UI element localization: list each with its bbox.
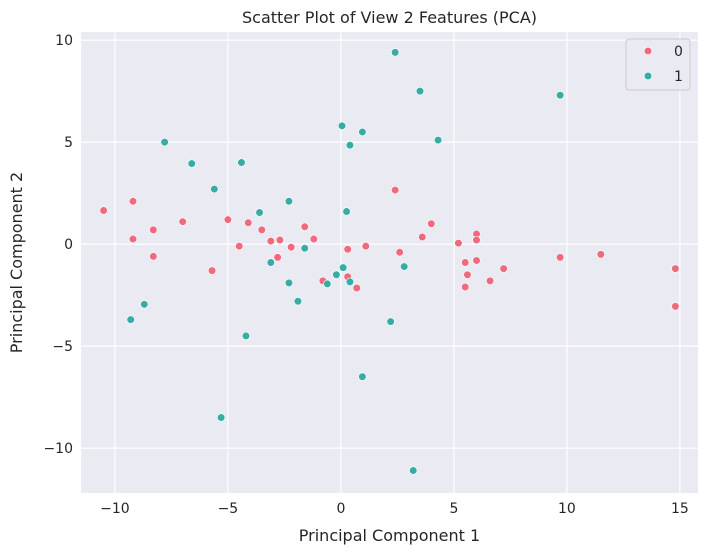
x-tick-label: 0 bbox=[336, 501, 345, 517]
point-class-1 bbox=[210, 184, 219, 194]
point-class-0 bbox=[273, 253, 282, 262]
point-class-0 bbox=[149, 252, 158, 261]
point-class-0 bbox=[472, 256, 481, 265]
point-class-1 bbox=[160, 138, 169, 147]
point-class-1 bbox=[300, 244, 309, 253]
point-class-0 bbox=[596, 250, 605, 259]
point-class-1 bbox=[284, 197, 294, 206]
point-class-0 bbox=[99, 206, 108, 215]
y-tick-label: 10 bbox=[55, 33, 73, 49]
point-class-0 bbox=[461, 258, 470, 267]
legend-label-1: 1 bbox=[674, 69, 683, 85]
legend-label-0: 0 bbox=[674, 44, 683, 60]
y-axis-title: Principal Component 2 bbox=[7, 172, 26, 353]
point-class-1 bbox=[323, 279, 332, 289]
point-class-1 bbox=[126, 315, 135, 324]
point-class-0 bbox=[671, 302, 680, 311]
legend-marker-0 bbox=[643, 46, 653, 56]
point-class-0 bbox=[223, 215, 233, 224]
point-class-0 bbox=[671, 264, 680, 273]
data-points bbox=[99, 48, 680, 475]
point-class-0 bbox=[461, 282, 470, 292]
point-class-0 bbox=[499, 264, 508, 273]
point-class-1 bbox=[255, 208, 264, 217]
point-class-0 bbox=[235, 242, 244, 251]
point-class-1 bbox=[400, 262, 409, 271]
plot-background bbox=[81, 32, 698, 493]
point-class-1 bbox=[556, 91, 565, 100]
point-class-0 bbox=[128, 197, 138, 206]
x-axis-title: Principal Component 1 bbox=[299, 526, 480, 545]
point-class-0 bbox=[244, 218, 253, 227]
y-axis-ticks: −10 −5 0 5 10 bbox=[43, 33, 73, 457]
point-class-1 bbox=[332, 270, 341, 279]
point-class-1 bbox=[187, 159, 196, 168]
point-class-1 bbox=[217, 413, 226, 422]
point-class-0 bbox=[343, 245, 352, 254]
point-class-1 bbox=[358, 127, 367, 137]
chart-title: Scatter Plot of View 2 Features (PCA) bbox=[242, 8, 537, 27]
point-class-0 bbox=[427, 219, 436, 228]
point-class-0 bbox=[454, 239, 463, 248]
point-class-1 bbox=[337, 121, 347, 130]
point-class-1 bbox=[284, 278, 294, 287]
point-class-0 bbox=[463, 270, 472, 279]
point-class-1 bbox=[345, 141, 355, 150]
point-class-1 bbox=[241, 331, 251, 341]
y-tick-label: 0 bbox=[64, 237, 73, 253]
point-class-0 bbox=[556, 253, 565, 262]
x-tick-label: 10 bbox=[558, 501, 576, 517]
point-class-0 bbox=[300, 222, 309, 231]
point-class-0 bbox=[257, 225, 266, 234]
legend-marker-1 bbox=[643, 71, 653, 81]
point-class-0 bbox=[309, 234, 318, 244]
y-tick-label: 5 bbox=[64, 135, 73, 151]
point-class-1 bbox=[386, 317, 395, 326]
point-class-0 bbox=[472, 235, 481, 245]
point-class-1 bbox=[409, 466, 418, 475]
point-class-1 bbox=[345, 277, 355, 286]
y-tick-label: −10 bbox=[43, 441, 73, 457]
point-class-1 bbox=[342, 207, 351, 216]
point-class-1 bbox=[391, 48, 400, 57]
point-class-0 bbox=[485, 276, 495, 285]
legend-box bbox=[625, 38, 691, 91]
y-tick-label: −5 bbox=[52, 339, 73, 355]
x-tick-label: 5 bbox=[449, 501, 458, 517]
point-class-0 bbox=[266, 236, 275, 246]
point-class-0 bbox=[395, 248, 404, 257]
point-class-1 bbox=[415, 87, 425, 96]
point-class-0 bbox=[207, 266, 217, 275]
point-class-0 bbox=[149, 225, 158, 234]
point-class-1 bbox=[293, 297, 303, 306]
point-class-1 bbox=[339, 263, 348, 272]
legend: 0 1 bbox=[625, 38, 691, 91]
point-class-0 bbox=[128, 234, 138, 244]
point-class-1 bbox=[358, 372, 367, 381]
x-tick-label: −5 bbox=[218, 501, 239, 517]
point-class-1 bbox=[433, 136, 443, 145]
point-class-1 bbox=[140, 300, 149, 309]
point-class-0 bbox=[178, 217, 187, 226]
point-class-0 bbox=[275, 235, 284, 245]
x-axis-ticks: −10 −5 0 5 10 15 bbox=[100, 501, 689, 517]
point-class-0 bbox=[418, 232, 427, 242]
point-class-0 bbox=[287, 243, 296, 252]
point-class-0 bbox=[391, 185, 400, 195]
x-tick-label: −10 bbox=[100, 501, 130, 517]
point-class-1 bbox=[266, 258, 275, 267]
grid-lines bbox=[81, 32, 698, 493]
point-class-0 bbox=[361, 242, 370, 251]
x-tick-label: 15 bbox=[671, 501, 689, 517]
point-class-0 bbox=[352, 283, 361, 293]
point-class-1 bbox=[237, 158, 246, 167]
